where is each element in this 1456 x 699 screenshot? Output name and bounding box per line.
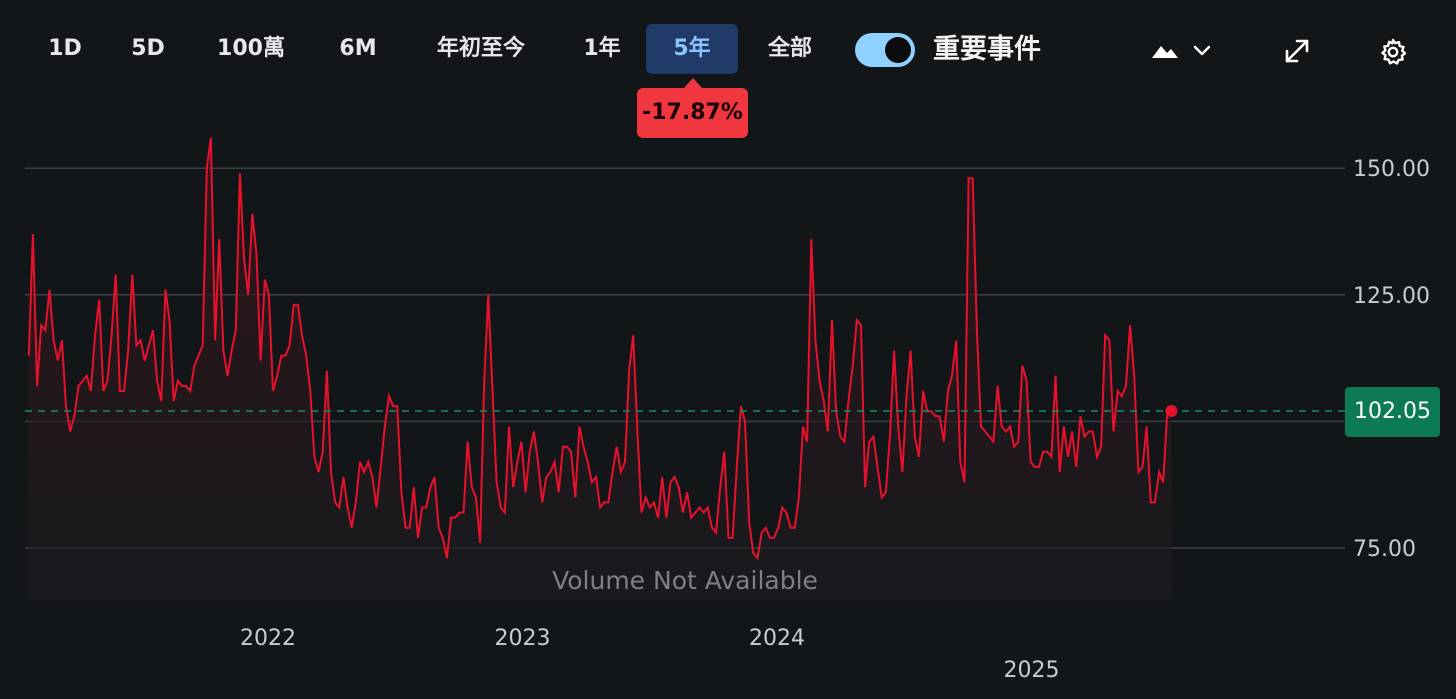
toggle-knob <box>885 37 911 63</box>
events-toggle[interactable] <box>855 33 915 67</box>
range-5d-button[interactable]: 5D <box>131 36 165 61</box>
y-tick-label: 150.00 <box>1353 157 1430 182</box>
current-price-tag: 102.05 <box>1345 387 1440 437</box>
x-tick-label: 2022 <box>240 626 296 651</box>
last-price-dot <box>1165 405 1178 418</box>
range-all-button[interactable]: 全部 <box>767 36 812 61</box>
change-badge: -17.87% <box>637 88 748 138</box>
x-tick-label: 2025 <box>1004 658 1060 683</box>
x-tick-label: 2023 <box>495 626 551 651</box>
x-tick-label: 2024 <box>749 626 805 651</box>
price-line <box>27 137 1172 561</box>
y-tick-label: 75.00 <box>1353 537 1416 562</box>
price-area-fill <box>28 137 1172 601</box>
events-toggle-label: 重要事件 <box>933 34 1041 65</box>
expand-icon[interactable] <box>1283 37 1311 69</box>
y-tick-label: 125.00 <box>1353 284 1430 309</box>
range-1d-button[interactable]: 1D <box>48 36 82 61</box>
chevron-down-icon <box>1193 45 1211 56</box>
range-100m-button[interactable]: 100萬 <box>217 36 285 61</box>
volume-not-available-label: Volume Not Available <box>552 566 818 595</box>
mountain-chart-icon <box>1152 46 1178 58</box>
range-ytd-button[interactable]: 年初至今 <box>436 36 525 61</box>
range-6m-button[interactable]: 6M <box>339 36 377 61</box>
chart-type-button[interactable] <box>1150 38 1216 68</box>
range-5y-button[interactable]: 5年 <box>646 24 738 74</box>
range-toolbar: 1D 5D 100萬 6M 年初至今 1年 5年 全部 重要事件 <box>0 0 1456 100</box>
range-1y-button[interactable]: 1年 <box>583 36 621 61</box>
gear-icon[interactable] <box>1378 37 1408 71</box>
change-badge-caret <box>684 78 702 88</box>
